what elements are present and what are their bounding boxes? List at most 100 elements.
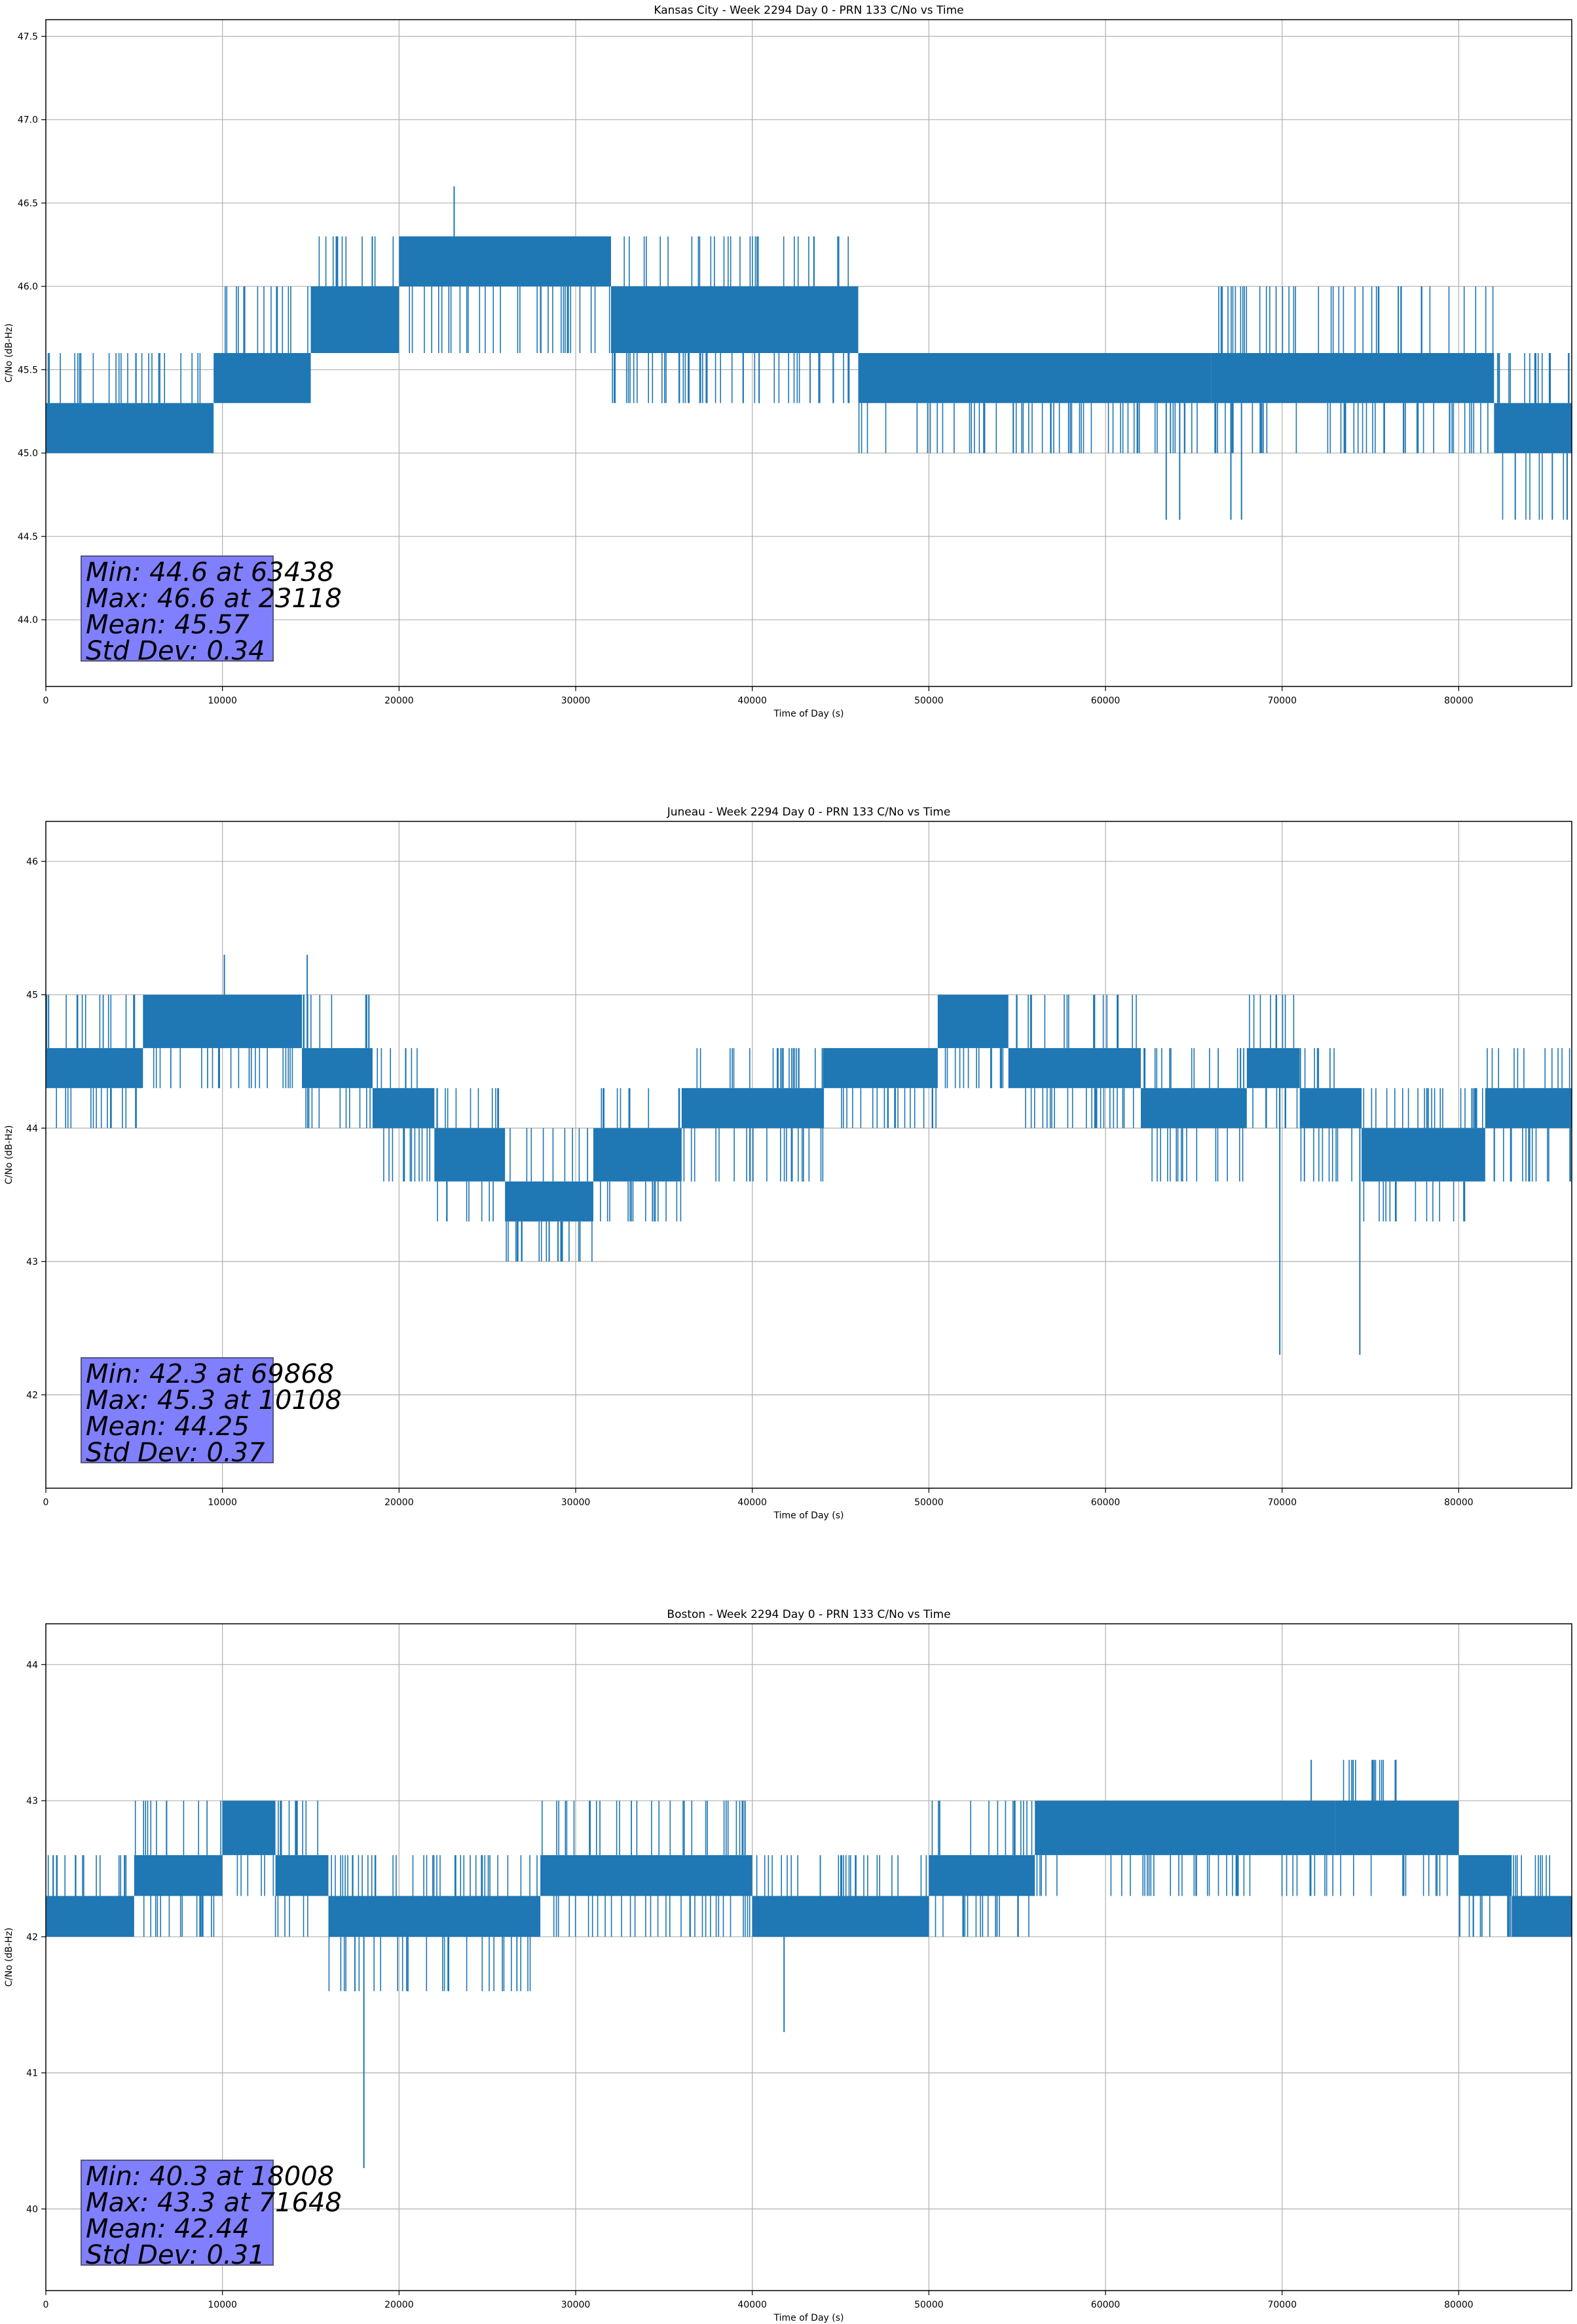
series-band <box>1246 1048 1300 1089</box>
chart-panel-1: 0 10000 20000 30000 40000 50000 60000 70000 8000… <box>4 806 1572 1521</box>
series-band <box>505 1181 593 1222</box>
y-tick-label: 45.5 <box>18 365 38 375</box>
series-flicker <box>409 286 610 353</box>
series-band <box>1335 1801 1406 1856</box>
y-tick-label: 41 <box>26 2069 38 2079</box>
stat-mean: Mean: 45.57 <box>86 610 250 640</box>
x-tick-label: 20000 <box>384 1497 414 1508</box>
y-tick-label: 44.5 <box>18 532 38 542</box>
series-flicker <box>1458 1896 1512 1937</box>
series-flicker <box>303 994 371 1129</box>
series-flicker <box>683 1048 824 1182</box>
x-tick-label: 60000 <box>1091 2300 1121 2310</box>
series-band <box>46 403 214 453</box>
series-flicker <box>46 994 137 1129</box>
x-tick-label: 40000 <box>737 2300 767 2310</box>
x-tick-label: 0 <box>43 2300 49 2310</box>
y-tick-label: 46.0 <box>18 282 38 292</box>
x-tick-label: 0 <box>43 1497 49 1508</box>
series-band <box>1512 1896 1572 1937</box>
x-tick-label: 70000 <box>1267 1497 1297 1508</box>
x-tick-label: 10000 <box>208 2300 237 2310</box>
x-tick-label: 60000 <box>1091 696 1121 706</box>
series-flicker <box>1016 994 1137 1129</box>
series-band <box>46 1896 134 1937</box>
stat-min: Min: 40.3 at 18008 <box>86 2162 335 2192</box>
series-flicker <box>542 1801 751 1937</box>
x-tick-label: 30000 <box>561 696 591 706</box>
series-flicker <box>134 1801 221 1937</box>
data-series <box>46 954 1572 1355</box>
chart-panel-2: 0 10000 20000 30000 40000 50000 60000 70000 8000… <box>4 1608 1572 2323</box>
series-band <box>222 1801 276 1856</box>
series-flicker <box>612 236 850 403</box>
chart-title: Boston - Week 2294 Day 0 - PRN 133 C/No … <box>667 1608 950 1621</box>
stat-std: Std Dev: 0.31 <box>86 2240 265 2270</box>
series-flicker <box>931 1801 1033 1937</box>
series-flicker <box>153 1048 293 1089</box>
series-band <box>929 1855 1035 1896</box>
series-band <box>1008 1048 1141 1089</box>
x-tick-label: 70000 <box>1267 2300 1297 2310</box>
series-flicker <box>823 1088 937 1129</box>
data-series <box>46 186 1572 520</box>
plot-frame <box>45 19 1572 687</box>
y-tick-label: 46 <box>26 857 38 867</box>
series-band <box>46 1048 143 1089</box>
y-tick-label: 46.5 <box>18 198 38 209</box>
series-flicker <box>225 286 308 353</box>
series-band <box>593 1128 682 1182</box>
stat-std: Std Dev: 0.34 <box>86 636 265 666</box>
y-tick-label: 44 <box>26 1123 38 1134</box>
series-band <box>143 994 303 1049</box>
stat-min: Min: 44.6 at 63438 <box>86 557 335 588</box>
series-flicker <box>328 1855 538 1991</box>
x-tick-label: 70000 <box>1267 696 1297 706</box>
series-band <box>1458 1855 1512 1896</box>
series-band <box>302 1048 373 1089</box>
y-tick-label: 40 <box>26 2204 38 2215</box>
series-flicker <box>318 236 394 287</box>
series-band <box>1362 1128 1485 1182</box>
x-axis-label: Time of Day (s) <box>773 2313 844 2323</box>
x-tick-label: 50000 <box>914 1497 944 1508</box>
series-flicker <box>1036 1855 1333 1896</box>
stat-std: Std Dev: 0.37 <box>86 1438 265 1468</box>
series-flicker <box>600 1088 682 1222</box>
series-flicker <box>1214 286 1494 453</box>
stat-mean: Mean: 44.25 <box>86 1412 250 1442</box>
stat-max: Max: 46.6 at 23118 <box>86 584 342 614</box>
series-band <box>399 236 611 287</box>
y-axis-label: C/No (dB-Hz) <box>4 1125 14 1184</box>
x-tick-label: 80000 <box>1444 1497 1474 1508</box>
series-band <box>434 1128 506 1182</box>
series-band <box>1211 353 1494 403</box>
x-tick-label: 40000 <box>737 1497 767 1508</box>
series-band <box>823 1048 938 1089</box>
y-tick-label: 44.0 <box>18 615 38 626</box>
series-flicker <box>1422 1855 1448 1896</box>
series-band <box>937 994 1009 1049</box>
chart-title: Kansas City - Week 2294 Day 0 - PRN 133 … <box>654 4 963 17</box>
x-tick-label: 50000 <box>914 2300 944 2310</box>
series-flicker <box>1249 994 1298 1129</box>
series-band <box>134 1855 223 1896</box>
y-tick-label: 44 <box>26 1660 38 1670</box>
plot-frame <box>45 821 1572 1489</box>
series-flicker <box>506 1128 593 1262</box>
x-tick-label: 0 <box>43 696 49 706</box>
x-tick-label: 10000 <box>208 696 237 706</box>
series-flicker <box>1340 1759 1407 1896</box>
series-flicker <box>47 353 201 403</box>
series-flicker <box>858 403 1198 453</box>
x-tick-label: 50000 <box>914 696 944 706</box>
series-band <box>1035 1801 1335 1856</box>
series-flicker <box>1143 1048 1244 1182</box>
series-flicker <box>436 1088 499 1222</box>
y-tick-label: 43 <box>26 1257 38 1267</box>
chart-title: Juneau - Week 2294 Day 0 - PRN 133 C/No … <box>667 806 951 819</box>
series-flicker <box>1487 1048 1572 1182</box>
y-tick-label: 43 <box>26 1796 38 1807</box>
x-tick-label: 20000 <box>384 696 414 706</box>
